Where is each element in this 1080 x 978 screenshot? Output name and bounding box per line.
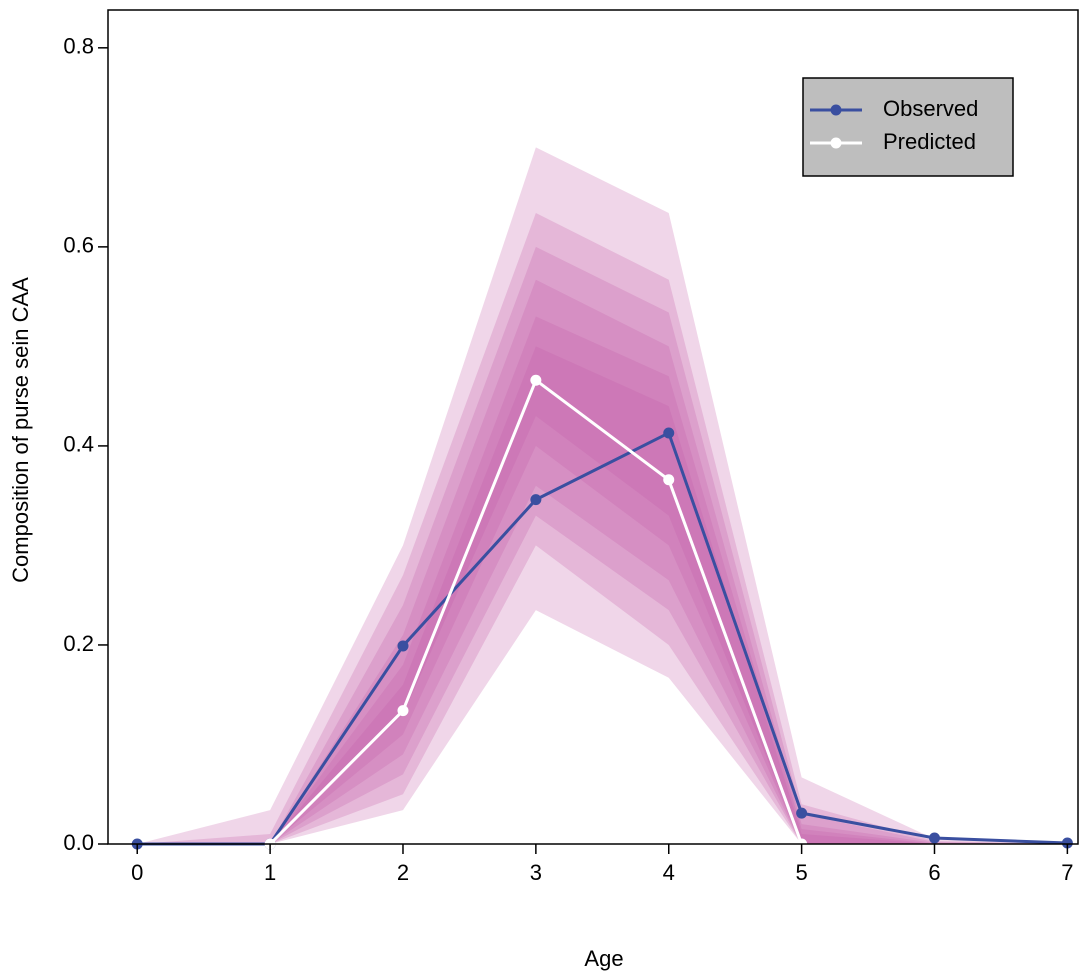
legend-label: Observed: [883, 96, 978, 121]
series-line: [137, 430, 1068, 846]
point: [663, 474, 675, 486]
x-tick-label: 4: [663, 860, 675, 885]
point: [663, 427, 675, 439]
y-tick-label: 0.6: [63, 233, 94, 258]
plot-frame: [107, 9, 1079, 845]
legend-label: Predicted: [883, 129, 976, 154]
point: [796, 807, 808, 819]
quantile-band: [137, 213, 1068, 845]
quantile-band: [137, 316, 1068, 844]
x-tick-label: 1: [264, 860, 276, 885]
legend-marker: [830, 104, 842, 116]
legend-marker: [830, 137, 842, 149]
y-axis-label: Composition of purse sein CAA: [8, 277, 33, 583]
point: [530, 374, 542, 386]
x-axis-label: Age: [584, 946, 623, 971]
quantile-band: [137, 279, 1068, 845]
x-tick-label: 6: [928, 860, 940, 885]
point: [530, 494, 542, 506]
point: [928, 832, 940, 844]
quantile-band: [137, 346, 1068, 844]
x-tick-label: 2: [397, 860, 409, 885]
y-tick-label: 0.0: [63, 830, 94, 855]
x-tick-label: 5: [795, 860, 807, 885]
y-tick-label: 0.8: [63, 34, 94, 59]
legend-box: [802, 77, 1014, 177]
point: [397, 640, 409, 652]
y-tick-label: 0.4: [63, 432, 94, 457]
y-tick-label: 0.2: [63, 631, 94, 656]
point: [1061, 837, 1073, 849]
x-tick-label: 0: [131, 860, 143, 885]
x-tick-label: 3: [530, 860, 542, 885]
x-tick-label: 7: [1061, 860, 1073, 885]
quantile-band: [137, 147, 1068, 844]
point: [397, 705, 409, 717]
